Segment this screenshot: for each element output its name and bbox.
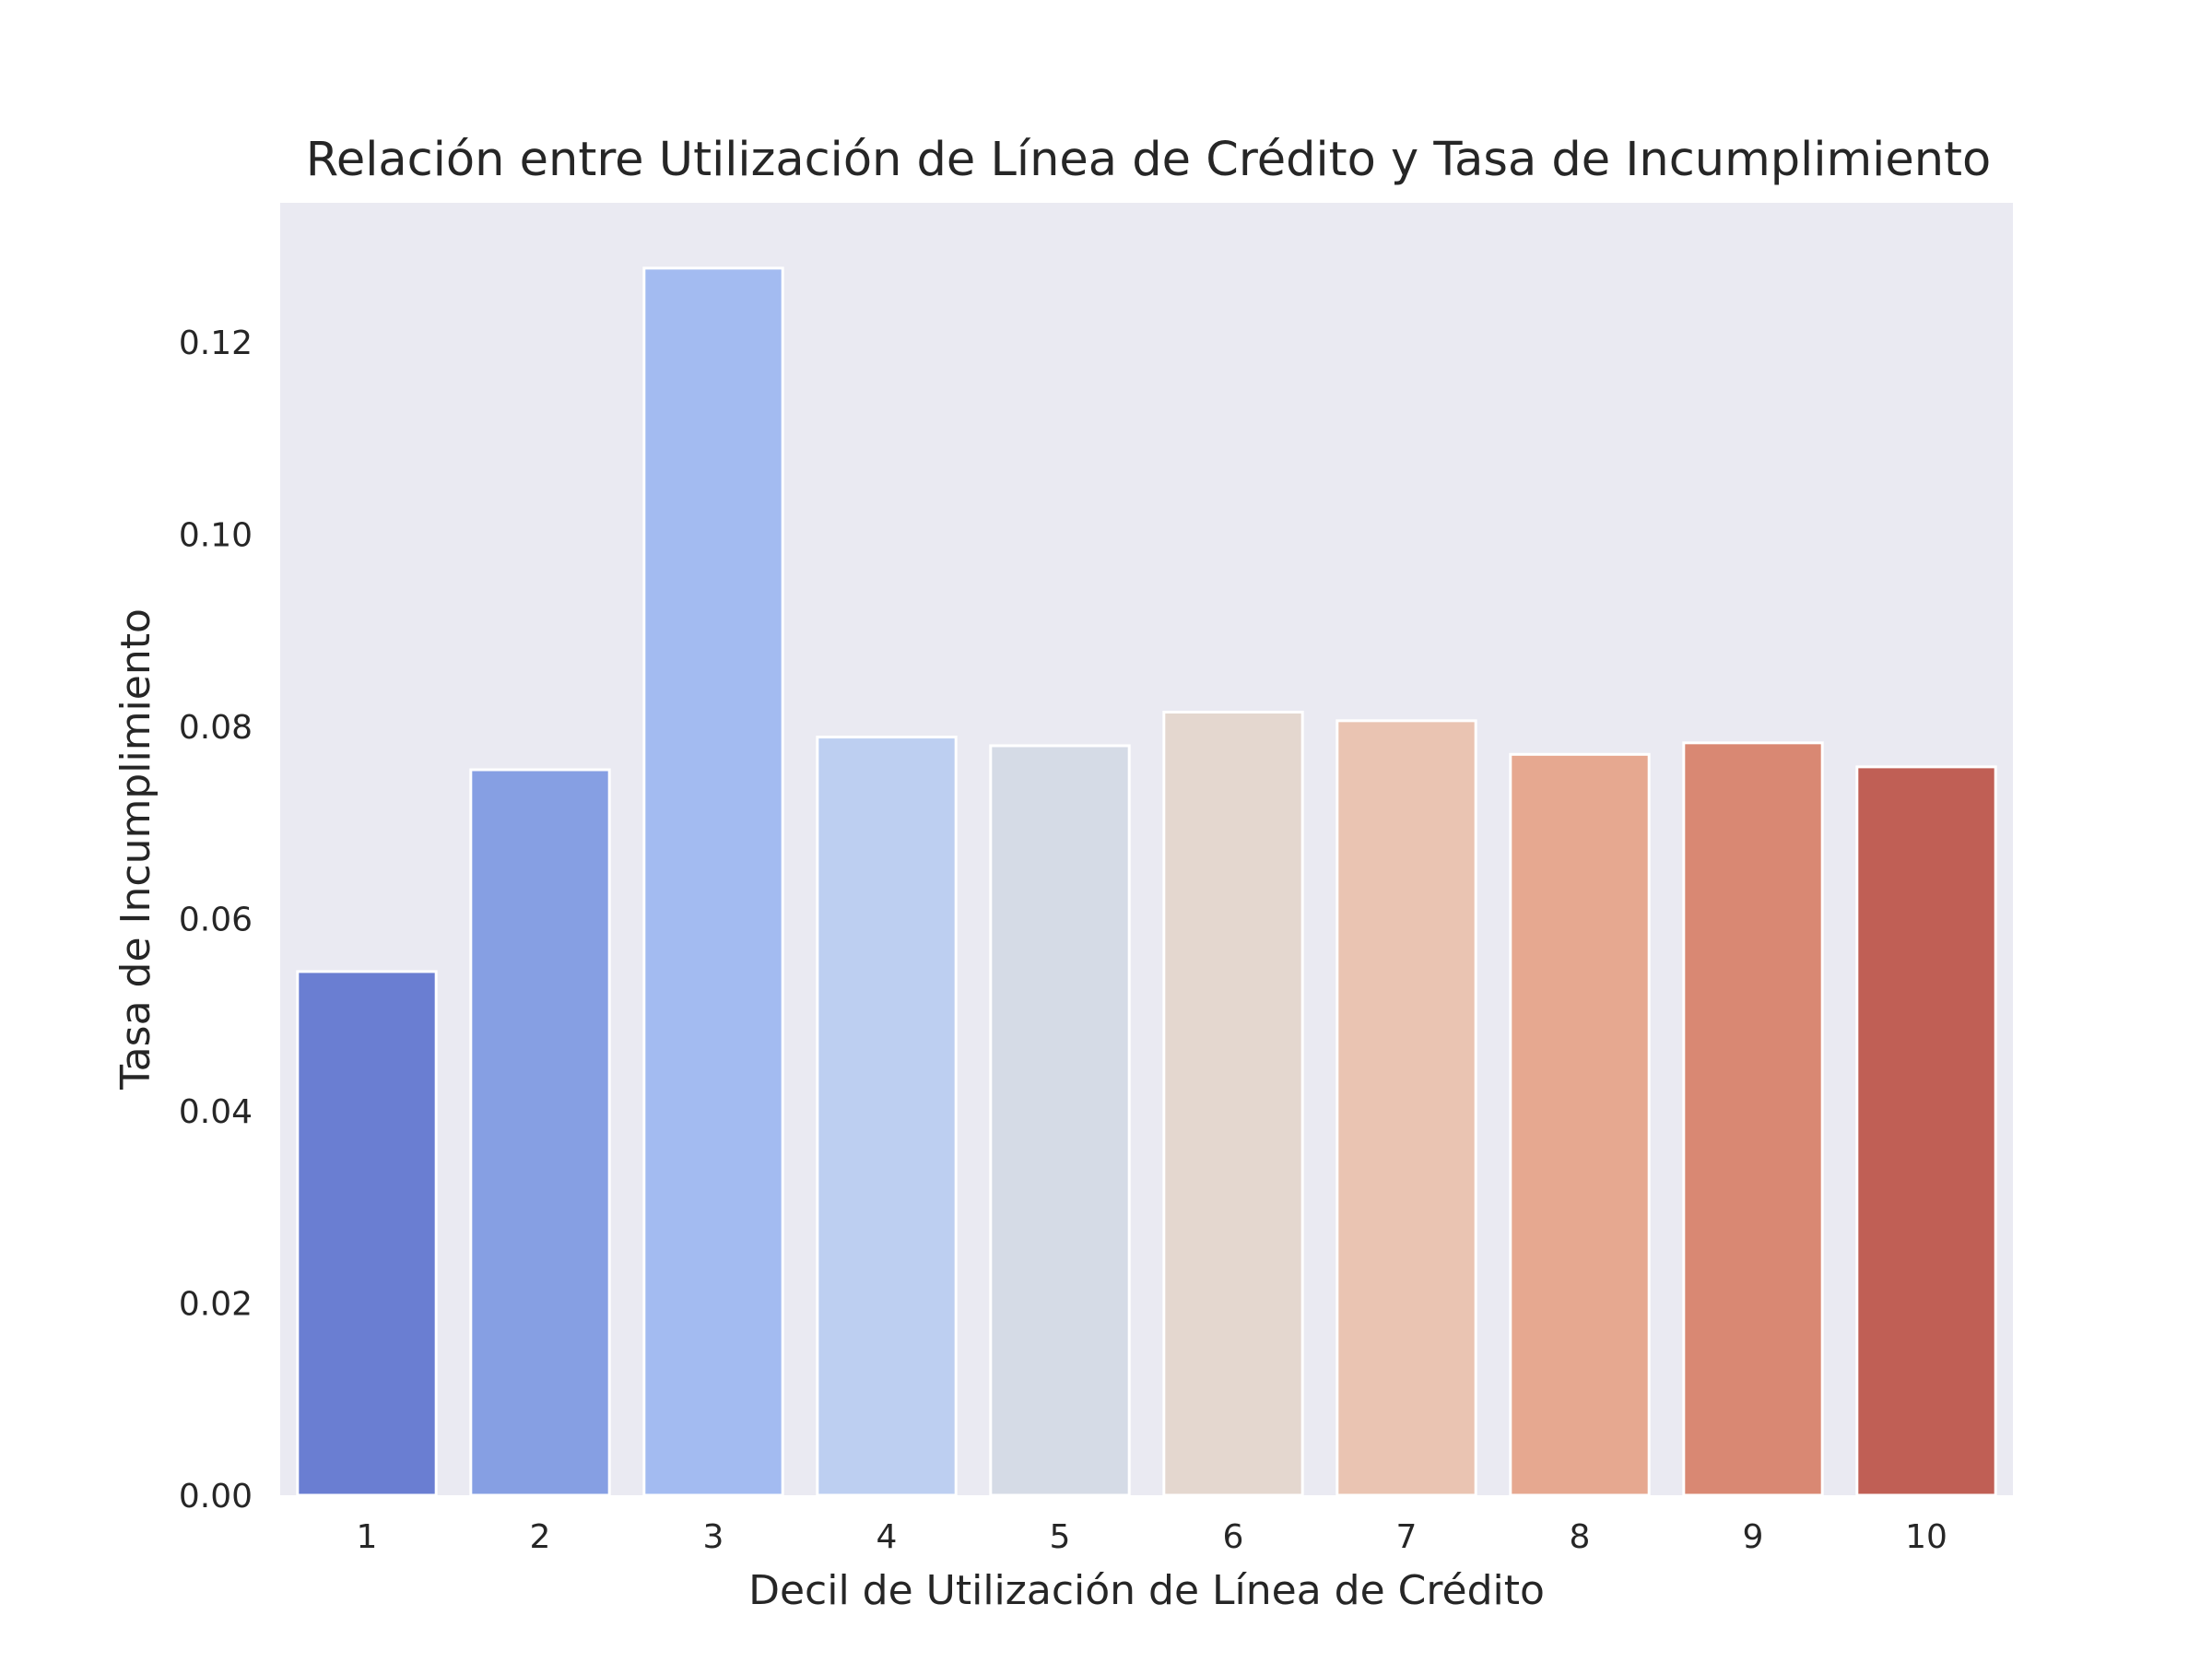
y-axis-ticks: 0.00 0.02 0.04 0.06 0.08 0.10 0.12	[179, 324, 253, 1516]
bar-decile-3	[642, 266, 784, 1497]
y-tick-label: 0.00	[179, 1478, 253, 1516]
x-axis-ticks: 1 2 3 4 5 6 7 8 9 10	[357, 1518, 1947, 1556]
x-tick-label: 6	[1223, 1518, 1244, 1556]
y-tick-label: 0.12	[179, 324, 253, 362]
x-tick-label: 5	[1050, 1518, 1071, 1556]
bar-decile-2	[469, 768, 611, 1497]
y-tick-label: 0.10	[179, 517, 253, 555]
x-tick-label: 3	[703, 1518, 724, 1556]
x-tick-label: 4	[877, 1518, 898, 1556]
x-tick-label: 1	[357, 1518, 378, 1556]
y-tick-label: 0.02	[179, 1286, 253, 1324]
y-tick-label: 0.06	[179, 902, 253, 939]
bars-group	[296, 266, 1997, 1497]
x-tick-label: 2	[530, 1518, 551, 1556]
x-tick-label: 8	[1570, 1518, 1591, 1556]
bar-decile-5	[989, 744, 1131, 1497]
bar-decile-9	[1682, 741, 1824, 1497]
bar-decile-4	[816, 736, 958, 1497]
bar-decile-6	[1162, 710, 1304, 1497]
y-tick-label: 0.08	[179, 709, 253, 747]
x-tick-label: 7	[1396, 1518, 1418, 1556]
bar-decile-8	[1509, 752, 1651, 1497]
x-axis-label: Decil de Utilización de Línea de Crédito	[748, 1567, 1545, 1614]
x-tick-label: 10	[1905, 1518, 1947, 1556]
y-tick-label: 0.04	[179, 1093, 253, 1131]
chart-title: Relación entre Utilización de Línea de C…	[306, 133, 1992, 187]
x-tick-label: 9	[1743, 1518, 1764, 1556]
bar-decile-10	[1855, 765, 1997, 1497]
bar-decile-7	[1335, 719, 1477, 1497]
y-axis-label: Tasa de Incumplimiento	[112, 608, 159, 1091]
bar-decile-1	[296, 970, 438, 1497]
